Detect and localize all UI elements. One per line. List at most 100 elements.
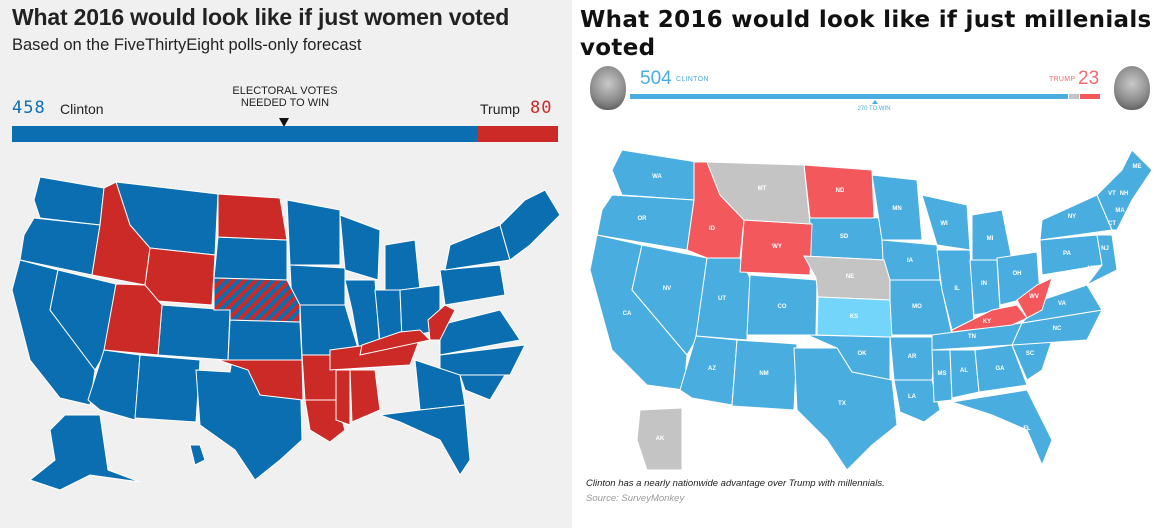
state-label-id: ID (709, 226, 716, 232)
millennials-vote-panel: What 2016 would look like if just millen… (572, 0, 1159, 528)
state-label-fl: FL (1023, 426, 1031, 432)
trump-bar-segment (476, 126, 558, 142)
tossup-bar-segment (1069, 94, 1079, 99)
millennials-map-title: What 2016 would look like if just millen… (580, 7, 1152, 61)
state-label-mi: MI (987, 236, 994, 242)
state-IA[interactable] (289, 264, 346, 306)
state-NY[interactable] (444, 224, 511, 271)
state-SD[interactable] (213, 236, 288, 281)
state-WV[interactable] (427, 304, 456, 341)
state-AL[interactable] (949, 349, 980, 399)
state-label-az: AZ (708, 366, 716, 372)
state-WV[interactable] (1016, 277, 1053, 319)
state-label-tx: TX (838, 401, 846, 407)
state-FL[interactable] (951, 389, 1053, 467)
state-AL[interactable] (349, 369, 381, 423)
state-LA[interactable] (893, 379, 941, 423)
state-MN[interactable] (871, 174, 923, 241)
state-OR[interactable] (596, 194, 695, 251)
state-label-me: ME (1133, 164, 1142, 170)
trump-name: Trump (480, 101, 520, 117)
state-UT[interactable] (103, 283, 163, 356)
state-label-la: LA (908, 394, 917, 400)
state-FL[interactable] (379, 404, 471, 476)
women-map-title: What 2016 would look like if just women … (12, 4, 510, 30)
state-label-ca: CA (623, 311, 632, 317)
state-label-ct: CT (1108, 221, 1116, 227)
map-source: Source: SurveyMonkey (586, 493, 685, 504)
trump-bar-segment-millennials (1079, 94, 1100, 99)
state-label-mt: MT (758, 186, 767, 192)
clinton-avatar (590, 66, 626, 110)
state-AK[interactable] (28, 414, 141, 491)
state-NJ-MD[interactable] (1086, 234, 1118, 286)
state-AK[interactable] (636, 407, 683, 470)
state-label-oh: OH (1013, 271, 1022, 277)
state-CO[interactable] (157, 304, 231, 361)
state-KS[interactable] (816, 296, 893, 338)
state-label-ma: MA (1115, 208, 1125, 214)
state-VA[interactable] (439, 309, 521, 356)
win-threshold-marker-icon (279, 118, 289, 127)
map-caption: Clinton has a nearly nationwide advantag… (586, 478, 885, 489)
state-label-ks: KS (850, 314, 858, 320)
state-label-pa: PA (1063, 251, 1072, 257)
state-labels: WA OR CA NV ID MT WY UT CO AZ NM ND SD NE KS OK TX MN IA MO… (623, 164, 1142, 442)
state-WA[interactable] (33, 176, 105, 226)
state-SC[interactable] (459, 374, 506, 401)
state-NV[interactable] (631, 244, 708, 356)
state-PA[interactable] (439, 264, 506, 306)
trump-electoral-votes-millennials: 23 (1078, 68, 1100, 89)
state-MS[interactable] (335, 369, 351, 426)
state-WI[interactable] (339, 214, 381, 281)
state-TX[interactable] (793, 347, 898, 470)
state-label-ia: IA (907, 258, 914, 264)
state-NE-split[interactable] (213, 277, 301, 323)
state-label-ga: GA (996, 366, 1006, 372)
state-label-ak: AK (656, 436, 665, 442)
state-LA[interactable] (304, 399, 346, 443)
state-label-ny: NY (1068, 214, 1076, 220)
state-OR[interactable] (19, 217, 101, 276)
millennials-electoral-bar (630, 94, 1100, 99)
state-label-mo: MO (912, 304, 922, 310)
state-GA[interactable] (974, 344, 1028, 393)
state-KY[interactable] (359, 329, 432, 356)
state-WY[interactable] (142, 247, 216, 306)
state-label-il: IL (954, 286, 960, 292)
state-label-nc: NC (1053, 326, 1062, 332)
state-label-co: CO (778, 304, 787, 310)
state-KS[interactable] (227, 319, 303, 361)
state-NM[interactable] (134, 354, 201, 423)
state-IN[interactable] (969, 259, 1001, 316)
millennials-us-map: WA OR CA NV ID MT WY UT CO AZ NM ND SD NE KS OK TX MN IA MO… (589, 149, 1153, 470)
state-HI[interactable] (189, 444, 206, 466)
women-map-subtitle: Based on the FiveThirtyEight polls-only … (12, 36, 362, 54)
state-label-nd: ND (836, 188, 845, 194)
state-label-ar: AR (908, 354, 917, 360)
state-label-mn: MN (892, 206, 901, 212)
clinton-bar-segment-millennials (630, 94, 1069, 99)
state-label-md: MD (1087, 266, 1097, 272)
state-NE-ENGLAND[interactable] (499, 189, 561, 261)
state-label-sc: SC (1026, 351, 1035, 357)
state-label-vt: VT (1108, 191, 1116, 197)
state-MN[interactable] (286, 199, 341, 266)
state-label-wa: WA (652, 174, 662, 180)
clinton-electoral-votes-millennials: 504 (640, 68, 672, 89)
clinton-name: Clinton (60, 101, 104, 117)
state-MS[interactable] (931, 349, 953, 403)
state-label-sd: SD (840, 234, 849, 240)
state-AZ[interactable] (679, 335, 738, 406)
state-label-tn: TN (968, 334, 976, 340)
votes-needed-line2: NEEDED TO WIN (240, 97, 330, 109)
state-NEW-ENGLAND[interactable] (1096, 149, 1153, 231)
state-OK[interactable] (217, 359, 304, 401)
state-MT[interactable] (706, 161, 811, 225)
state-AZ[interactable] (87, 349, 141, 421)
state-NM[interactable] (731, 339, 798, 411)
state-ND[interactable] (217, 193, 288, 241)
win-threshold-label: 270 TO WIN (857, 106, 891, 112)
state-MI[interactable] (384, 239, 421, 293)
state-label-ok: OK (858, 351, 868, 357)
